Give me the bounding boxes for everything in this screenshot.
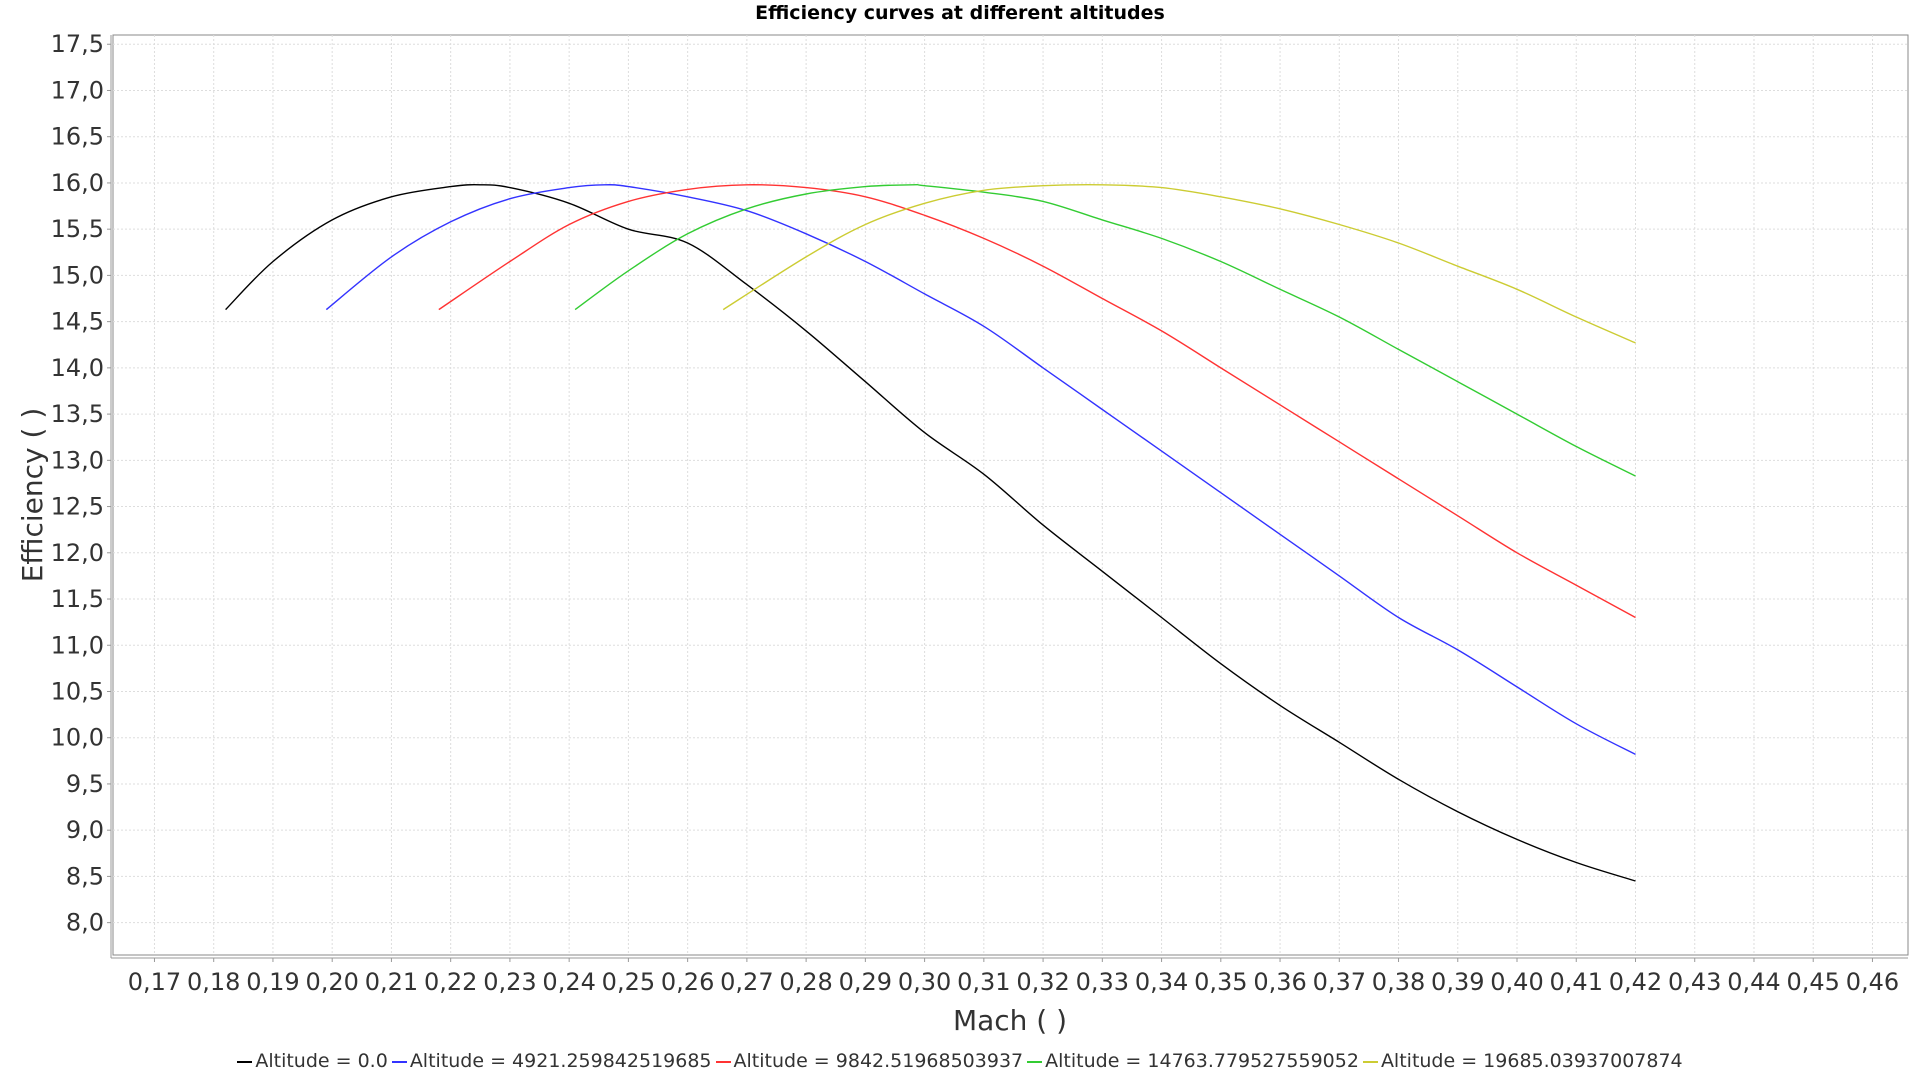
- y-tick-label: 8,0: [66, 909, 104, 937]
- x-axis-title: Mach ( ): [953, 1004, 1067, 1037]
- y-tick-label: 10,0: [51, 724, 104, 752]
- series-line-2: [438, 184, 1636, 619]
- x-tick-label: 0,45: [1786, 968, 1839, 996]
- y-tick-label: 12,0: [51, 539, 104, 567]
- series-line-4: [722, 183, 1636, 344]
- y-tick-label: 11,0: [51, 631, 104, 659]
- x-tick-label: 0,28: [779, 968, 832, 996]
- x-tick-label: 0,27: [720, 968, 773, 996]
- x-tick-label: 0,18: [187, 968, 240, 996]
- series-line-0: [225, 184, 1636, 882]
- legend-label: Altitude = 0.0: [255, 1050, 388, 1072]
- y-tick-label: 9,0: [66, 816, 104, 844]
- y-tick-label: 15,0: [51, 261, 104, 289]
- series-lines: [225, 183, 1636, 882]
- x-tick-label: 0,30: [898, 968, 951, 996]
- legend: Altitude = 0.0 Altitude = 4921.2598425196…: [0, 1050, 1920, 1072]
- legend-label: Altitude = 19685.03937007874: [1380, 1050, 1683, 1072]
- x-tick-label: 0,41: [1550, 968, 1603, 996]
- x-tick-label: 0,34: [1135, 968, 1188, 996]
- y-tick-label: 11,5: [51, 585, 104, 613]
- legend-item: Altitude = 0.0: [237, 1050, 388, 1072]
- legend-label: Altitude = 9842.51968503937: [733, 1050, 1024, 1072]
- legend-swatch: [237, 1060, 253, 1063]
- grid-lines: [113, 35, 1908, 955]
- y-tick-label: 15,5: [51, 215, 104, 243]
- legend-label: Altitude = 4921.259842519685: [409, 1050, 712, 1072]
- x-tick-label: 0,40: [1490, 968, 1543, 996]
- y-tick-label: 16,0: [51, 169, 104, 197]
- x-tick-label: 0,22: [424, 968, 477, 996]
- y-axis-title: Efficiency ( ): [16, 408, 49, 583]
- x-tick-label: 0,17: [128, 968, 181, 996]
- legend-swatch: [715, 1060, 731, 1063]
- x-tick-label: 0,29: [839, 968, 892, 996]
- y-tick-label: 14,0: [51, 354, 104, 382]
- x-tick-label: 0,20: [305, 968, 358, 996]
- x-tick-label: 0,42: [1609, 968, 1662, 996]
- x-tick-label: 0,39: [1431, 968, 1484, 996]
- x-tick-label: 0,44: [1727, 968, 1780, 996]
- legend-item: Altitude = 14763.779527559052: [1027, 1050, 1359, 1072]
- y-tick-label: 10,5: [51, 677, 104, 705]
- x-tick-label: 0,36: [1253, 968, 1306, 996]
- series-line-3: [574, 183, 1636, 477]
- x-tick-label: 0,24: [542, 968, 595, 996]
- y-tick-label: 17,5: [51, 30, 104, 58]
- plot-area: [112, 34, 1909, 956]
- legend-item: Altitude = 19685.03937007874: [1362, 1050, 1683, 1072]
- x-tick-label: 0,21: [365, 968, 418, 996]
- legend-swatch: [1027, 1060, 1043, 1063]
- axes: 0,17 0,18 0,19 0,20 0,21 0,22 0,23 0,24 0,25 0,26…: [51, 30, 1908, 996]
- chart-title: Efficiency curves at different altitudes: [755, 2, 1165, 24]
- x-tick-label: 0,23: [483, 968, 536, 996]
- legend-swatch: [1362, 1060, 1378, 1063]
- x-tick-label: 0,33: [1076, 968, 1129, 996]
- y-tick-label: 17,0: [51, 76, 104, 104]
- x-tick-label: 0,35: [1194, 968, 1247, 996]
- y-tick-label: 13,5: [51, 400, 104, 428]
- legend-item: Altitude = 9842.51968503937: [715, 1050, 1024, 1072]
- y-tick-label: 12,5: [51, 493, 104, 521]
- x-tick-label: 0,43: [1668, 968, 1721, 996]
- y-tick-label: 9,5: [66, 770, 104, 798]
- y-tick-label: 8,5: [66, 862, 104, 890]
- x-tick-label: 0,46: [1846, 968, 1899, 996]
- x-tick-label: 0,37: [1313, 968, 1366, 996]
- legend-label: Altitude = 14763.779527559052: [1045, 1050, 1359, 1072]
- x-tick-label: 0,32: [1016, 968, 1069, 996]
- x-tick-label: 0,31: [957, 968, 1010, 996]
- chart-plot: 0,17 0,18 0,19 0,20 0,21 0,22 0,23 0,24 0,25 0,26…: [16, 30, 1909, 1037]
- x-tick-label: 0,19: [246, 968, 299, 996]
- legend-swatch: [391, 1060, 407, 1063]
- y-tick-label: 14,5: [51, 308, 104, 336]
- x-tick-label: 0,38: [1372, 968, 1425, 996]
- series-line-1: [325, 184, 1636, 756]
- y-tick-label: 16,5: [51, 123, 104, 151]
- legend-item: Altitude = 4921.259842519685: [391, 1050, 712, 1072]
- x-tick-label: 0,26: [661, 968, 714, 996]
- x-tick-label: 0,25: [602, 968, 655, 996]
- y-tick-label: 13,0: [51, 446, 104, 474]
